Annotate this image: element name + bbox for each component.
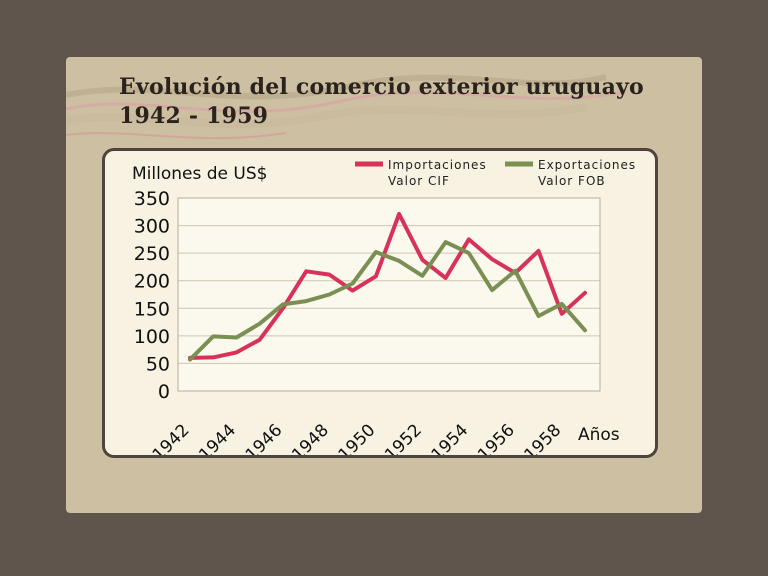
y-tick-label: 350 — [134, 188, 170, 210]
page-title: Evolución del comercio exterior uruguayo… — [119, 73, 644, 131]
y-axis-label: Millones de US$ — [132, 164, 267, 184]
legend-label-importaciones: Importaciones — [388, 158, 487, 172]
series-line-exportaciones — [188, 240, 587, 362]
plot-border — [177, 197, 601, 392]
series-line-importaciones — [188, 212, 587, 360]
x-tick-label: 1952 — [381, 420, 426, 455]
y-tick-label: 50 — [146, 353, 170, 375]
x-tick-label: 1950 — [335, 420, 380, 455]
legend-sublabel-exportaciones: Valor FOB — [538, 174, 606, 188]
x-tick-label: 1956 — [474, 420, 519, 455]
x-tick-label: 1958 — [521, 420, 566, 455]
decorative-swash — [66, 74, 627, 140]
x-tick-label: 1954 — [428, 420, 473, 455]
x-tick-label: 1946 — [242, 420, 287, 455]
title-line-1: Evolución del comercio exterior uruguayo — [119, 74, 644, 100]
y-tick-label: 250 — [134, 243, 170, 265]
x-tick-label: 1942 — [149, 420, 194, 455]
x-axis-label: Años — [578, 425, 620, 445]
y-tick-label: 100 — [134, 326, 170, 348]
title-line-2: 1942 - 1959 — [119, 103, 269, 129]
y-tick-label: 150 — [134, 298, 170, 320]
y-tick-label: 200 — [134, 271, 170, 293]
x-tick-label: 1944 — [195, 420, 240, 455]
chart-card: 0 50 100 150 200 250 300 350 1942 1944 1946 1948 195… — [102, 148, 658, 458]
y-tick-label: 0 — [158, 381, 170, 403]
y-tick-label: 300 — [134, 216, 170, 238]
plot-area — [178, 198, 600, 391]
x-tick-label: 1948 — [288, 420, 333, 455]
legend-sublabel-importaciones: Valor CIF — [388, 174, 450, 188]
legend-label-exportaciones: Exportaciones — [538, 158, 636, 172]
